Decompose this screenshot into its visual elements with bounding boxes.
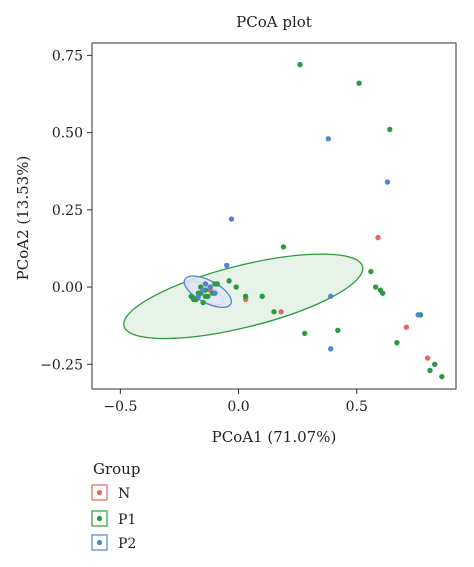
point-p2 [202,281,209,287]
point-p1 [387,126,393,133]
point-p1 [259,293,265,300]
point-p1 [356,80,362,86]
point-p1 [233,284,239,290]
point-p1 [242,293,249,300]
point-p1 [368,268,374,275]
y-tick-label: 0.00 [52,280,83,296]
legend-label-n: N [118,486,130,502]
point-p1 [190,296,197,303]
point-p1 [335,327,341,334]
point-p1 [427,367,433,374]
x-tick-label: −0.5 [103,399,137,415]
point-n [278,309,284,315]
x-axis-title: PCoA1 (71.07%) [212,428,337,446]
x-axis: −0.5 0.0 0.5 [103,389,368,415]
y-tick-label: 0.75 [52,48,83,64]
point-p2 [207,284,213,290]
y-tick-label: −0.25 [40,357,83,373]
x-tick-label: 0.0 [227,399,249,415]
point-p1 [372,284,379,290]
point-p1 [202,293,209,300]
legend-marker-p1 [96,515,103,522]
y-axis-title: PCoA2 (13.53%) [14,156,32,281]
chart-title: PCoA plot [236,13,312,31]
legend-title: Group [93,460,140,478]
legend-item-n: N [91,484,130,502]
point-p1 [439,373,445,380]
legend-item-p2: P2 [91,534,136,552]
y-tick-label: 0.50 [52,126,83,142]
x-tick-label: 0.5 [346,399,368,415]
point-p2 [224,262,230,269]
point-n [424,355,431,361]
point-p2 [200,287,206,293]
point-p2 [415,312,421,318]
point-p2 [328,346,334,352]
legend: Group N P1 P2 [91,460,140,552]
point-p2 [195,293,202,300]
point-p1 [280,244,287,250]
y-tick-label: 0.25 [52,203,83,219]
point-p2 [228,216,235,222]
point-p1 [214,281,220,287]
point-n [403,324,410,330]
legend-marker-p2 [96,539,103,546]
point-n [375,234,381,241]
point-p1 [394,339,400,346]
point-p2 [212,290,218,296]
plot-frame [91,42,457,390]
legend-label-p1: P1 [118,512,136,528]
point-p1 [302,330,308,337]
y-axis: −0.25 0.00 0.25 0.50 0.75 [40,48,92,373]
point-p1 [226,278,232,284]
legend-marker-n [96,489,103,496]
legend-item-p1: P1 [91,510,136,528]
point-p1 [271,309,277,315]
plot-area [91,42,457,390]
point-p1 [297,61,303,68]
point-p2 [384,179,391,185]
data-points [188,61,445,380]
point-p1 [200,299,206,306]
point-p2 [325,136,332,142]
legend-label-p2: P2 [118,536,136,552]
point-p1 [380,290,386,296]
point-p1 [432,361,438,367]
point-p2 [328,293,334,300]
